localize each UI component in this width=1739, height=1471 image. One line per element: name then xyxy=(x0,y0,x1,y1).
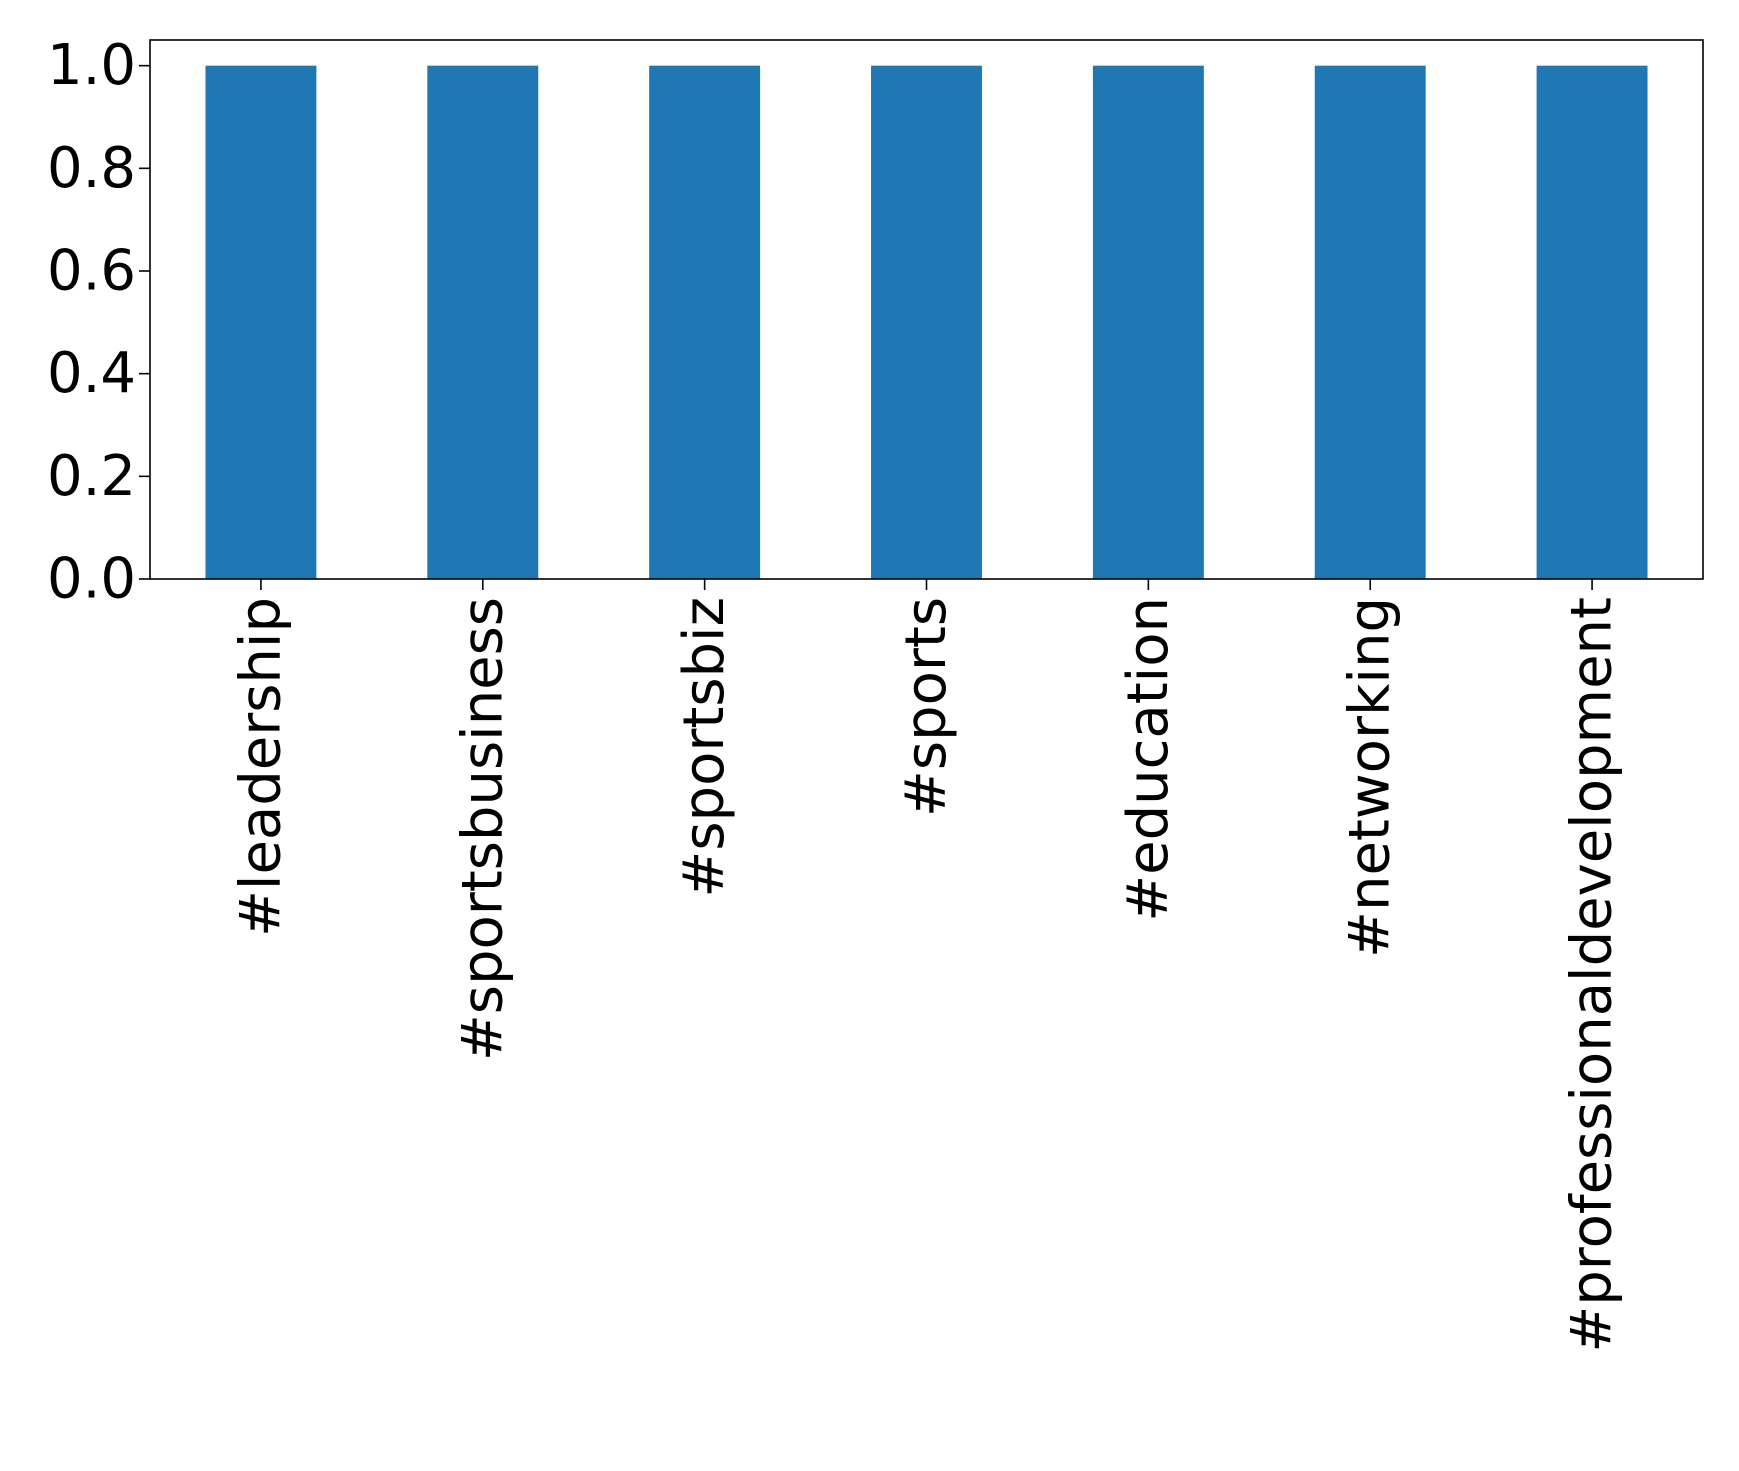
bar-sportsbiz xyxy=(649,65,761,579)
x-tick-label: #sportsbusiness xyxy=(450,597,515,1061)
y-tick-label: 0.2 xyxy=(47,444,136,509)
y-tick-label: 0.8 xyxy=(47,136,136,201)
bar-series xyxy=(205,65,1648,579)
x-tick-label: #sportsbiz xyxy=(672,597,737,898)
x-tick-label: #sports xyxy=(894,597,959,817)
y-tick-label: 0.6 xyxy=(47,239,136,304)
bar-professionaldevelopment xyxy=(1536,65,1648,579)
bar-leadership xyxy=(205,65,317,579)
x-tick-label: #professionaldevelopment xyxy=(1560,597,1625,1353)
y-tick-label: 0.0 xyxy=(47,547,136,612)
x-tick-label: #networking xyxy=(1338,597,1403,958)
bar-sportsbusiness xyxy=(427,65,539,579)
y-tick-label: 0.4 xyxy=(47,341,136,406)
plot-frame xyxy=(149,39,1704,580)
bar-networking xyxy=(1314,65,1426,579)
x-tick-label: #leadership xyxy=(228,597,293,937)
bar-sports xyxy=(871,65,982,579)
bar-education xyxy=(1092,65,1204,579)
x-axis-ticks: #leadership #sportsbusiness #sportsbiz #spo… xyxy=(228,579,1625,1353)
x-tick-label: #education xyxy=(1116,597,1181,922)
y-axis-ticks: 0.0 0.2 0.4 0.6 0.8 1.0 xyxy=(47,33,150,612)
y-tick-label: 1.0 xyxy=(47,33,136,98)
